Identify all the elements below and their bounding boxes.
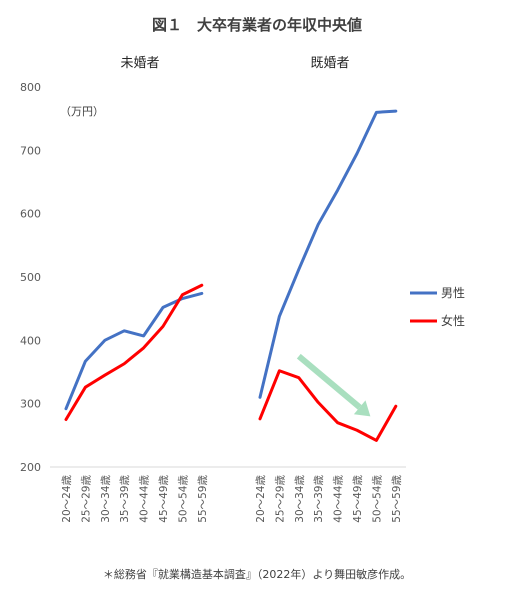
x-tick-label: 30～34歳	[294, 475, 306, 523]
x-tick-label: 25～29歳	[274, 475, 286, 523]
x-tick-label: 40～44歳	[139, 475, 151, 523]
y-tick-label: 800	[20, 81, 41, 94]
x-tick-label: 45～49歳	[352, 475, 364, 523]
x-axis-tick-labels: 20～24歳 25～29歳 30～34歳 35～39歳 40～44歳 45～49歳 50～5…	[61, 475, 403, 523]
legend-label-female: 女性	[441, 313, 465, 328]
y-tick-label: 700	[20, 144, 41, 157]
series-line-male-married	[258, 109, 398, 399]
trend-arrow-shaft	[296, 353, 362, 410]
y-axis: 200 300 400 500 600 700 800	[20, 81, 41, 474]
x-tick-label: 35～39歳	[119, 475, 131, 523]
chart-title: 図１ 大卒有業者の年収中央値	[152, 16, 362, 34]
source-note: ＊総務省『就業構造基本調査』（2022年）より舞田敏彦作成。	[103, 567, 411, 581]
x-tick-label: 55～59歳	[391, 475, 403, 523]
x-tick-label: 50～54歳	[371, 475, 383, 523]
series-line-male-unmarried	[64, 291, 204, 411]
x-tick-label: 20～24歳	[255, 475, 267, 523]
y-tick-label: 600	[20, 208, 41, 221]
plot-area	[64, 109, 398, 442]
unit-label: （万円）	[60, 105, 104, 118]
legend-label-male: 男性	[441, 286, 465, 300]
x-tick-label: 55～59歳	[197, 475, 209, 523]
panel-title-married: 既婚者	[310, 56, 349, 71]
x-tick-label: 30～34歳	[100, 475, 112, 523]
y-tick-label: 400	[20, 334, 41, 347]
y-tick-label: 500	[20, 271, 41, 284]
x-tick-label: 50～54歳	[177, 475, 189, 523]
x-tick-label: 20～24歳	[61, 475, 73, 523]
series-line-female-unmarried	[64, 283, 204, 421]
series-line-female-married	[258, 369, 398, 442]
x-tick-label: 25～29歳	[80, 475, 92, 523]
x-tick-label: 45～49歳	[158, 475, 170, 523]
trend-arrow-head	[353, 400, 371, 417]
legend: 男性 女性	[410, 286, 465, 328]
x-tick-label: 40～44歳	[333, 475, 345, 523]
y-tick-label: 200	[20, 461, 41, 474]
panel-title-unmarried: 未婚者	[120, 56, 159, 71]
y-tick-label: 300	[20, 398, 41, 411]
x-tick-label: 35～39歳	[313, 475, 325, 523]
